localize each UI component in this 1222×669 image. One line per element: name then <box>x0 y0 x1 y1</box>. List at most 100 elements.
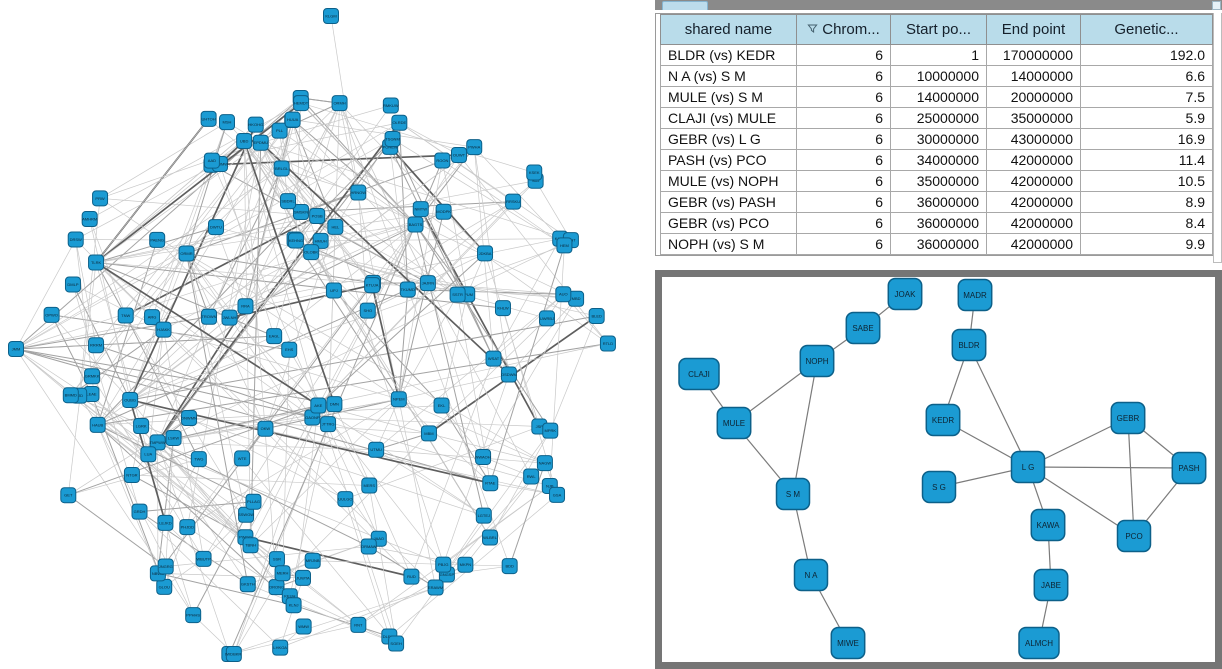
network-node[interactable]: BAGTS <box>407 216 424 233</box>
network-node[interactable]: EPDMU <box>252 134 269 151</box>
network-node[interactable]: RNT <box>350 616 367 633</box>
chromosome-cell[interactable]: 6 <box>796 128 891 150</box>
column-header-start-position[interactable]: Start po... <box>890 14 987 45</box>
network-node[interactable]: LUA <box>140 446 157 463</box>
network-node[interactable]: RMKUW <box>382 97 399 114</box>
network-node[interactable]: TNW <box>117 307 134 324</box>
shared-name-cell[interactable]: GEBR (vs) PCO <box>660 212 797 234</box>
network-node[interactable]: KTUJA <box>364 277 381 294</box>
subnetwork-node-joak[interactable]: JOAK <box>887 277 923 311</box>
network-node[interactable]: UHTOH <box>200 110 217 127</box>
column-header-shared-name[interactable]: shared name <box>660 14 797 45</box>
shared-name-cell[interactable]: N A (vs) S M <box>660 65 797 87</box>
start-position-cell[interactable]: 36000000 <box>890 233 987 255</box>
subnetwork-node-n-a[interactable]: N A <box>793 558 829 592</box>
network-node[interactable]: OLOBK <box>303 244 320 261</box>
network-node[interactable]: DMN <box>326 396 343 413</box>
network-node[interactable]: BRLGL <box>273 160 290 177</box>
end-point-cell[interactable]: 42000000 <box>986 191 1081 213</box>
network-node[interactable]: WDBKR <box>225 646 242 662</box>
chromosome-cell[interactable]: 6 <box>796 233 891 255</box>
end-point-cell[interactable]: 42000000 <box>986 170 1081 192</box>
subnetwork-node-madr[interactable]: MADR <box>957 278 993 312</box>
network-node[interactable]: MPRK <box>542 422 559 439</box>
start-position-cell[interactable]: 1 <box>890 44 987 66</box>
start-position-cell[interactable]: 36000000 <box>890 212 987 234</box>
genetic-distance-cell[interactable]: 8.9 <box>1080 191 1213 213</box>
subnetwork-node-noph[interactable]: NOPH <box>799 344 835 378</box>
start-position-cell[interactable]: 35000000 <box>890 170 987 192</box>
start-position-cell[interactable]: 34000000 <box>890 149 987 171</box>
start-position-cell[interactable]: 10000000 <box>890 65 987 87</box>
network-node[interactable]: LHKOA <box>272 639 289 656</box>
network-node[interactable]: HEM <box>556 237 573 254</box>
network-node[interactable]: RRSKU <box>505 193 522 210</box>
network-node[interactable]: TROWN <box>201 308 218 325</box>
network-node[interactable]: MODPK <box>435 203 452 220</box>
network-node[interactable]: UTMU <box>368 441 385 458</box>
network-node[interactable]: RTAE <box>482 475 499 492</box>
network-node[interactable]: JDKBA <box>477 245 494 262</box>
network-node[interactable]: HUUA <box>284 111 301 128</box>
network-node[interactable]: HKOHG <box>247 116 264 133</box>
chromosome-cell[interactable]: 6 <box>796 86 891 108</box>
network-node[interactable]: OSDWM <box>500 366 517 383</box>
network-node[interactable]: POSB <box>309 207 326 224</box>
network-node[interactable]: OPWO <box>43 306 60 323</box>
network-node[interactable]: OKW <box>257 420 274 437</box>
network-node[interactable]: DNWMN <box>181 410 198 427</box>
network-node[interactable]: OLRDE <box>391 114 408 131</box>
start-position-cell[interactable]: 14000000 <box>890 86 987 108</box>
subnetwork-node-pash[interactable]: PASH <box>1171 451 1207 485</box>
start-position-cell[interactable]: 36000000 <box>890 191 987 213</box>
table-row[interactable]: GEBR (vs) PASH 6 36000000 42000000 8.9 <box>660 191 1213 213</box>
subnetwork-node-jabe[interactable]: JABE <box>1033 568 1069 602</box>
network-node[interactable]: HAUB <box>89 416 106 433</box>
chromosome-cell[interactable]: 6 <box>796 149 891 171</box>
network-node[interactable]: PBJG <box>435 556 452 573</box>
network-node[interactable]: JNGRG <box>157 558 174 575</box>
network-node[interactable]: WLBRL <box>482 529 499 546</box>
network-node[interactable]: LEJKD <box>157 514 174 531</box>
network-node[interactable]: RWL <box>523 468 540 485</box>
network-node[interactable]: SSTR <box>449 286 466 303</box>
shared-name-cell[interactable]: BLDR (vs) KEDR <box>660 44 797 66</box>
network-node[interactable]: WSAT <box>485 350 502 367</box>
network-node[interactable]: OUBG <box>122 391 139 408</box>
column-header-chromosome[interactable]: Chrom... <box>796 14 891 45</box>
network-node[interactable]: WBUTP <box>195 550 212 567</box>
table-row[interactable]: N A (vs) S M 6 10000000 14000000 6.6 <box>660 65 1213 87</box>
network-node[interactable]: MERH <box>274 565 291 582</box>
network-node[interactable]: BLED <box>588 308 605 325</box>
network-node[interactable]: ORMH <box>331 95 348 112</box>
network-node[interactable]: HRNOW <box>350 184 367 201</box>
column-header-end-point[interactable]: End point <box>986 14 1081 45</box>
main-network-canvas[interactable]: KLGMEJHMDDHOPWOKABRPHJDDAPUMOUWTAMHRMORM… <box>0 0 652 669</box>
network-node[interactable]: NTGR <box>123 467 140 484</box>
subnetwork-node-gebr[interactable]: GEBR <box>1110 401 1146 435</box>
network-node[interactable]: DRSW <box>67 231 84 248</box>
network-node[interactable]: SGEH <box>388 635 405 652</box>
start-position-cell[interactable]: 25000000 <box>890 107 987 129</box>
network-node[interactable]: TLRK <box>88 254 105 271</box>
network-node[interactable]: JUWTA <box>294 569 311 586</box>
network-node[interactable]: SMSKN <box>292 204 309 221</box>
table-row[interactable]: MULE (vs) S M 6 14000000 20000000 7.5 <box>660 86 1213 108</box>
network-node[interactable]: UPJ <box>325 282 342 299</box>
network-node[interactable]: SSWGW <box>238 506 254 523</box>
network-node[interactable]: KSEK <box>526 164 543 181</box>
network-node[interactable]: MRJNB <box>304 552 321 569</box>
network-node[interactable]: NPEM <box>390 391 407 408</box>
table-scrollbar[interactable] <box>1213 13 1222 263</box>
network-node[interactable]: EKL <box>433 397 450 414</box>
table-row[interactable]: GEBR (vs) L G 6 30000000 43000000 16.9 <box>660 128 1213 150</box>
network-node[interactable]: ERAWM <box>427 579 444 596</box>
filter-icon[interactable] <box>807 21 818 38</box>
network-node[interactable]: AMHRM <box>81 211 98 228</box>
table-row[interactable]: PASH (vs) PCO 6 34000000 42000000 11.4 <box>660 149 1213 171</box>
subnetwork-node-kawa[interactable]: KAWA <box>1030 508 1066 542</box>
genetic-distance-cell[interactable]: 7.5 <box>1080 86 1213 108</box>
network-node[interactable]: RTLD <box>599 335 616 352</box>
network-node[interactable]: HJAKK <box>155 321 172 338</box>
network-node[interactable]: GET <box>60 487 77 504</box>
